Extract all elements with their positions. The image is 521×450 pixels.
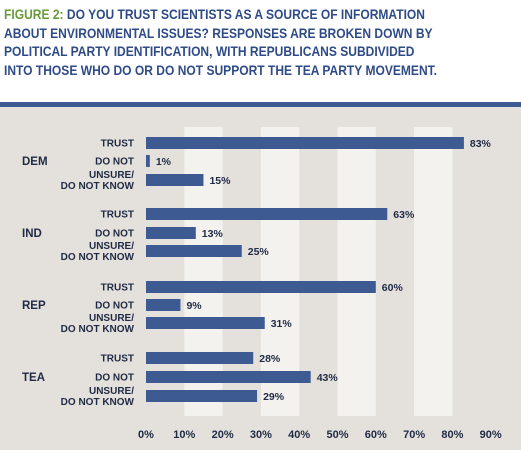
group-label: DEM xyxy=(22,156,48,168)
bar-chart: 83% 1% 15% 63% 13% 25% 60% 9% 31% 28% 43% 29% TRUST… xyxy=(22,127,502,441)
bar-series: 83% 1% 15% 63% 13% 25% 60% 9% 31% 28% 43% 29% xyxy=(146,137,492,403)
bar-value-label: 83% xyxy=(470,138,492,150)
bar-category-label: DO NOT xyxy=(95,301,134,312)
bar-category-label: DO NOT xyxy=(95,373,134,384)
bar xyxy=(146,281,376,293)
bar-category-label: TRUST xyxy=(101,139,134,150)
bar-value-label: 43% xyxy=(317,372,339,384)
bar-category-label: UNSURE/ xyxy=(89,313,134,324)
bar-category-label: DO NOT KNOW xyxy=(61,397,135,408)
bar xyxy=(146,227,196,239)
group-label: TEA xyxy=(22,372,45,384)
bar xyxy=(146,245,242,257)
bar-category-label: TRUST xyxy=(101,354,134,365)
bar-value-label: 25% xyxy=(248,246,270,258)
bar xyxy=(146,317,265,329)
grid-band xyxy=(414,127,453,416)
x-axis: 0% 10% 20% 30% 40% 50% 60% 70% 80% 90% xyxy=(138,429,502,441)
bar-category-label: UNSURE/ xyxy=(89,386,134,397)
bar xyxy=(146,137,464,149)
x-tick-label: 0% xyxy=(138,429,154,441)
title-rule xyxy=(0,102,521,107)
bar-category-label: DO NOT KNOW xyxy=(61,324,135,335)
bar-value-label: 15% xyxy=(209,175,231,187)
bar xyxy=(146,299,181,311)
x-tick-label: 90% xyxy=(480,429,502,441)
bar-value-label: 31% xyxy=(271,318,293,330)
bar xyxy=(146,155,150,167)
x-tick-label: 50% xyxy=(326,429,348,441)
bar xyxy=(146,174,204,186)
bar-value-label: 28% xyxy=(259,353,281,365)
bar-category-label: DO NOT KNOW xyxy=(61,252,135,263)
bar-value-label: 29% xyxy=(263,391,285,403)
x-tick-label: 10% xyxy=(173,429,195,441)
bar-value-label: 63% xyxy=(393,209,415,221)
bar-value-label: 13% xyxy=(202,228,224,240)
bar xyxy=(146,352,254,364)
x-tick-label: 30% xyxy=(250,429,272,441)
grid-bands xyxy=(184,127,453,416)
grid-band xyxy=(337,127,376,416)
bar-category-label: TRUST xyxy=(101,210,134,221)
bar-value-label: 9% xyxy=(186,300,202,312)
grid-band xyxy=(260,127,300,416)
x-tick-label: 40% xyxy=(288,429,310,441)
bar-value-label: 1% xyxy=(156,156,172,168)
bar-category-label: DO NOT xyxy=(95,157,134,168)
x-tick-label: 80% xyxy=(441,429,463,441)
bar-category-label: UNSURE/ xyxy=(89,170,134,181)
bar xyxy=(146,390,258,402)
bar-value-label: 60% xyxy=(382,282,404,294)
x-tick-label: 60% xyxy=(365,429,387,441)
figure-title: FIGURE 2: DO YOU TRUST SCIENTISTS AS A S… xyxy=(4,5,444,79)
x-tick-label: 70% xyxy=(403,429,425,441)
group-label: IND xyxy=(22,228,42,240)
figure-title-text: DO YOU TRUST SCIENTISTS AS A SOURCE OF I… xyxy=(4,6,438,78)
bar-category-label: UNSURE/ xyxy=(89,241,134,252)
group-label: REP xyxy=(22,300,46,312)
bar-category-label: DO NOT KNOW xyxy=(61,181,135,192)
bar-category-label: DO NOT xyxy=(95,229,134,240)
bar xyxy=(146,208,388,220)
bar-category-label: TRUST xyxy=(101,283,134,294)
bar xyxy=(146,371,311,383)
x-tick-label: 20% xyxy=(212,429,234,441)
figure-label: FIGURE 2: xyxy=(4,6,64,22)
